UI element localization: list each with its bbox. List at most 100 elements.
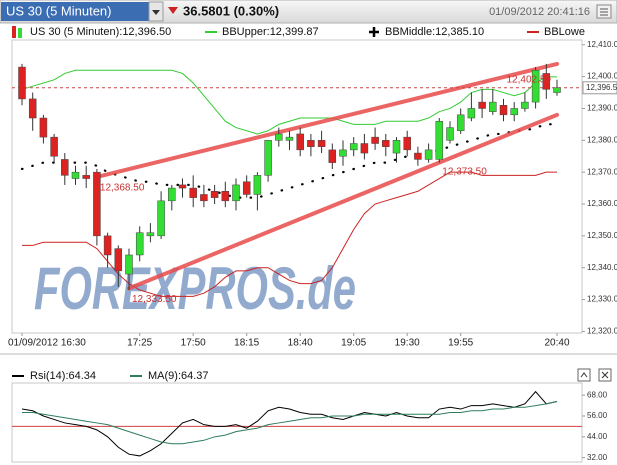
y-tick-label: 44.00: [587, 432, 608, 441]
instrument-name: US 30 (5 Minuten): [6, 3, 112, 18]
candle-body: [307, 140, 315, 147]
candle-body: [349, 143, 358, 151]
trend-line: [94, 61, 559, 179]
collapse-icon: [580, 372, 588, 378]
candle-body: [71, 171, 80, 179]
candle-body: [392, 140, 401, 154]
y-tick-label: 12,330.00: [587, 295, 617, 304]
candle-body: [489, 101, 497, 112]
watermark: FOREXPROS.de: [34, 255, 356, 322]
candle-body: [382, 140, 390, 147]
last-price-box: [582, 81, 617, 95]
candle-body: [435, 120, 444, 160]
rsi-plot-frame: [11, 382, 583, 463]
candle-body: [317, 140, 326, 147]
candle-body: [499, 105, 508, 116]
x-tick-label: 18:15: [234, 338, 259, 349]
candle-body: [82, 175, 90, 179]
trend-label: 12,402.50: [507, 74, 552, 85]
y-tick-label: 32.00: [587, 453, 608, 462]
candle-body: [50, 136, 58, 157]
x-tick-label: 20:40: [544, 338, 569, 349]
trend-line: [127, 112, 559, 291]
candle-body: [39, 117, 48, 138]
collapse-button[interactable]: [577, 368, 591, 382]
y-tick-label: 56.00: [587, 411, 608, 420]
last-price-label: 12,396.5: [586, 83, 617, 92]
instrument-select[interactable]: [1, 2, 149, 21]
y-tick-label: 12,350.00: [587, 231, 617, 240]
x-tick-label: 17:50: [181, 338, 206, 349]
y-tick-label: 12,410.00: [587, 40, 617, 49]
candle-body: [339, 149, 347, 157]
y-tick-label: 12,400.00: [587, 72, 617, 81]
candle-body: [210, 191, 219, 198]
y-tick-label: 12,380.00: [587, 135, 617, 144]
candle-body: [103, 235, 112, 256]
candle-body: [542, 73, 551, 90]
candle-body: [168, 187, 176, 202]
candle-body: [125, 254, 133, 275]
settings-icon: [600, 8, 608, 16]
candle-body: [446, 127, 454, 141]
y-tick-label: 12,360.00: [587, 199, 617, 208]
candle-body: [189, 187, 197, 198]
candle-body: [61, 159, 69, 176]
candle-body: [510, 108, 518, 116]
y-tick-label: 68.00: [587, 390, 608, 399]
legend-label: MA(9):64.37: [148, 370, 209, 382]
candle-body: [275, 133, 283, 141]
candle-body: [242, 181, 251, 195]
trend-label: 12,368.50: [100, 183, 145, 194]
y-tick-label: 12,370.00: [587, 167, 617, 176]
change-down-icon: [168, 7, 178, 14]
candle-body: [178, 184, 187, 189]
candle-body: [285, 136, 294, 141]
legend-label: Rsi(14):64.34: [30, 370, 96, 382]
candle-body: [553, 87, 561, 93]
trend-label: 12,333.50: [132, 294, 177, 305]
indicator-line: [21, 390, 558, 457]
candle-body: [28, 98, 37, 119]
x-tick-label: 17:25: [127, 338, 152, 349]
candle-body: [467, 108, 476, 119]
y-tick-label: 12,340.00: [587, 263, 617, 272]
band-line: [21, 69, 558, 135]
candle-body: [221, 191, 230, 202]
dropdown-arrow: [152, 10, 160, 15]
candle-body: [253, 175, 262, 195]
candle-body: [521, 101, 529, 109]
x-tick-label: 19:30: [395, 338, 420, 349]
close-icon: [601, 371, 609, 379]
indicator-line: [22, 400, 558, 445]
candle-body: [328, 149, 337, 163]
legend-label: BBUpper:12,399.87: [222, 26, 319, 38]
price-change: 36.5801 (0.30%): [183, 3, 279, 18]
y-tick-label: 12,320.00: [587, 327, 617, 336]
datetime: 01/09/2012 20:41:16: [489, 6, 590, 18]
x-tick-label: 19:05: [341, 338, 366, 349]
candle-body: [414, 152, 422, 160]
candle-body: [360, 143, 369, 154]
legend-label: BBLowe: [544, 26, 585, 38]
candle-body: [232, 184, 240, 202]
candle-body: [135, 232, 144, 256]
candle-body: [296, 133, 304, 151]
main-plot-frame: [11, 39, 583, 334]
candle-body: [403, 136, 411, 151]
legend-label: BBMiddle:12,385.10: [385, 26, 484, 38]
legend-candle-icon: [18, 28, 22, 38]
candle-body: [424, 149, 433, 160]
legend-icon: [369, 27, 379, 37]
x-tick-label: 01/09/2012 16:30: [8, 338, 86, 349]
candle-body: [478, 101, 486, 109]
candle-body: [93, 171, 101, 237]
candle-body: [371, 136, 379, 144]
candle-body: [200, 194, 208, 202]
legend-candle-icon: [12, 26, 16, 38]
legend-label: US 30 (5 Minuten):12,396.50: [30, 26, 171, 38]
trend-label: 12,373.50: [442, 167, 487, 178]
